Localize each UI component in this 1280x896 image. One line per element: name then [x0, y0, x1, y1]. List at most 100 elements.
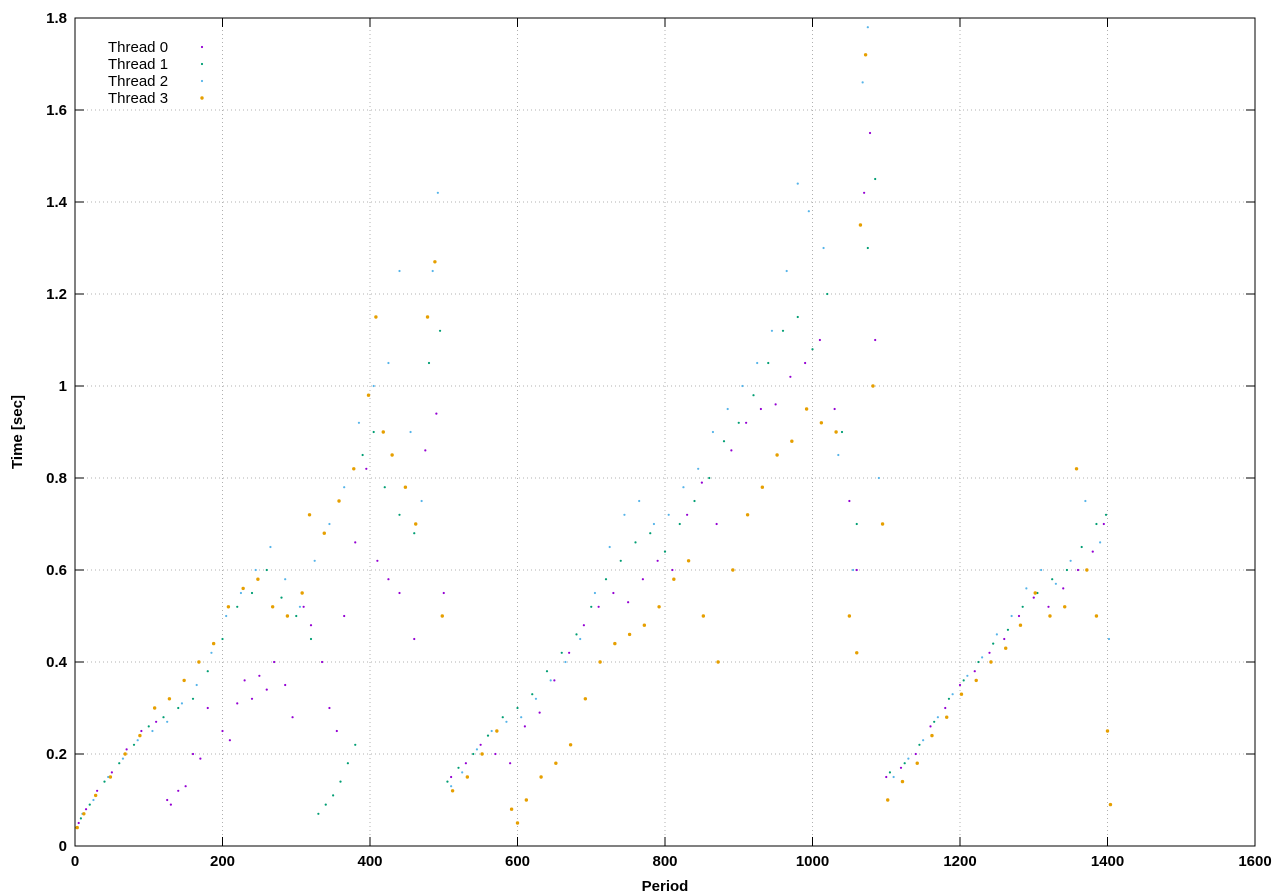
data-point: [697, 467, 700, 470]
y-tick-label: 0.8: [46, 470, 67, 487]
data-point: [509, 807, 514, 811]
data-point: [701, 614, 706, 618]
series-3: [75, 53, 1113, 830]
data-point: [280, 596, 283, 599]
data-point: [132, 743, 136, 746]
y-tick-label: 0.4: [46, 654, 68, 671]
data-point: [613, 641, 617, 646]
data-point: [390, 453, 394, 457]
data-point: [612, 591, 615, 595]
data-point: [1025, 587, 1028, 590]
data-point: [110, 771, 113, 774]
data-point: [826, 292, 829, 296]
data-point: [1063, 605, 1067, 609]
data-point: [770, 329, 774, 332]
data-point: [959, 692, 964, 696]
data-point: [107, 775, 110, 779]
data-point: [236, 702, 239, 705]
data-point: [354, 541, 357, 544]
data-point: [930, 733, 934, 738]
legend-marker: [200, 45, 204, 49]
data-point: [553, 679, 556, 682]
data-point: [992, 642, 995, 645]
data-point: [568, 743, 573, 747]
data-point: [598, 660, 602, 664]
data-point: [221, 637, 224, 641]
series-1: [79, 177, 1108, 820]
data-point: [1004, 646, 1008, 650]
x-tick-label: 1000: [796, 853, 829, 870]
data-point: [291, 716, 294, 719]
data-point: [568, 651, 571, 654]
data-point: [866, 246, 869, 250]
data-point: [1091, 550, 1094, 553]
data-point: [868, 131, 872, 135]
data-point: [936, 716, 939, 719]
x-tick-label: 400: [357, 853, 382, 870]
data-point: [837, 453, 840, 457]
data-point: [1104, 513, 1108, 516]
data-point: [495, 729, 499, 733]
data-point: [657, 605, 661, 609]
data-point: [221, 729, 224, 733]
y-tick-label: 1: [59, 378, 67, 395]
data-point: [324, 803, 327, 806]
data-point: [298, 605, 302, 608]
data-point: [243, 679, 246, 682]
data-point: [1040, 568, 1043, 572]
data-point: [686, 513, 689, 516]
data-point: [199, 757, 202, 760]
data-point: [254, 568, 257, 572]
data-point: [545, 670, 549, 673]
data-point: [346, 762, 349, 765]
data-point: [847, 614, 852, 618]
data-point: [1036, 591, 1039, 595]
data-point: [365, 467, 368, 470]
data-point: [450, 789, 455, 793]
data-point: [989, 660, 993, 664]
data-point: [339, 780, 342, 783]
data-point: [880, 522, 885, 526]
data-point: [1094, 614, 1099, 618]
data-point: [93, 793, 98, 798]
data-point: [874, 338, 877, 342]
data-point: [155, 720, 158, 723]
data-point: [861, 81, 864, 84]
data-point: [549, 679, 552, 682]
legend-label: Thread 0: [108, 39, 168, 56]
data-point: [977, 660, 980, 664]
data-point: [693, 499, 696, 503]
data-point: [1017, 614, 1021, 618]
data-point: [656, 559, 659, 562]
data-point: [138, 733, 142, 738]
grid-lines: [75, 18, 1255, 846]
data-point: [722, 440, 726, 443]
data-point: [328, 706, 331, 710]
data-point: [427, 361, 431, 365]
data-point: [877, 476, 880, 480]
data-point: [96, 789, 99, 792]
data-point: [75, 825, 79, 830]
data-point: [206, 670, 209, 673]
data-point: [1051, 578, 1054, 581]
data-point: [1006, 628, 1010, 631]
data-point: [118, 762, 121, 765]
x-tick-label: 1600: [1238, 853, 1271, 870]
data-point: [409, 430, 412, 434]
data-point: [166, 720, 169, 723]
data-point: [228, 739, 231, 742]
data-point: [450, 785, 453, 788]
data-point: [672, 577, 676, 581]
data-point: [1105, 729, 1110, 733]
data-point: [523, 725, 526, 728]
data-point: [785, 269, 788, 273]
data-point: [531, 693, 534, 696]
data-point: [191, 697, 195, 700]
data-point: [520, 716, 523, 719]
series-2: [81, 26, 1111, 815]
data-point: [88, 803, 91, 806]
data-point: [322, 531, 326, 535]
data-point: [851, 568, 855, 572]
data-point: [307, 513, 312, 517]
data-point: [425, 315, 430, 319]
